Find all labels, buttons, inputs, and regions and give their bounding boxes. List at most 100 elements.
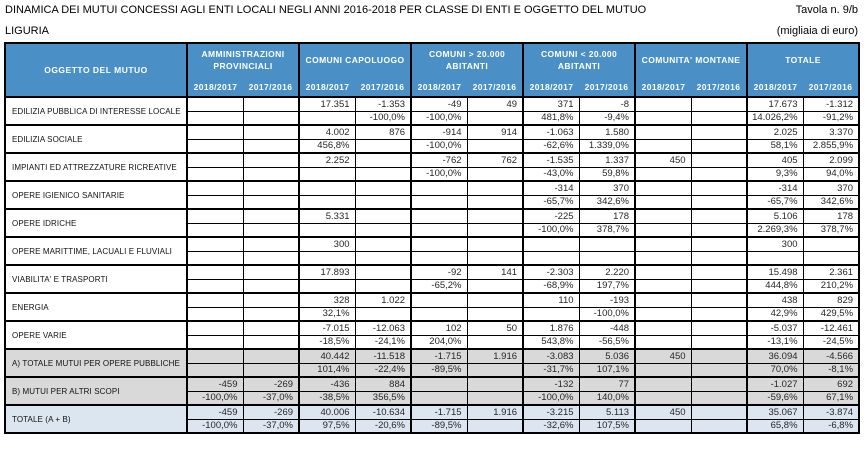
value-cell bbox=[466, 292, 524, 308]
table-row: ENERGIA 328 1.022 110 -193 438 829 bbox=[4, 292, 860, 322]
value-cell bbox=[242, 292, 300, 308]
pct-cell bbox=[242, 222, 300, 238]
pct-cell: -9,4% bbox=[578, 110, 636, 126]
year-header-2018-2017: 2018/2017 bbox=[634, 75, 692, 97]
value-cell: -459 bbox=[186, 376, 244, 392]
pct-cell bbox=[466, 418, 524, 434]
pct-cell bbox=[634, 194, 692, 210]
pct-cell bbox=[186, 306, 244, 322]
value-cell: -8 bbox=[578, 96, 636, 112]
year-header-2017-2016: 2017/2016 bbox=[579, 75, 636, 97]
pct-cell bbox=[186, 334, 244, 350]
value-cell: 914 bbox=[466, 124, 524, 140]
group-header-totale: TOTALE bbox=[746, 43, 860, 75]
value-cell: 5.106 bbox=[746, 208, 804, 224]
pct-cell bbox=[410, 194, 468, 210]
value-cell: -1.715 bbox=[410, 348, 468, 364]
table-row: EDILIZIA SOCIALE 4.002 876 -914 914 -1.063 1.5… bbox=[4, 124, 860, 154]
pct-cell bbox=[298, 110, 356, 126]
value-cell bbox=[242, 208, 300, 224]
pct-cell bbox=[690, 334, 748, 350]
group-header-comuni-minori-20000: COMUNI < 20.000 ABITANTI bbox=[522, 43, 636, 75]
value-cell: 178 bbox=[802, 208, 860, 224]
pct-cell: -100,0% bbox=[522, 390, 580, 406]
pct-cell bbox=[410, 250, 468, 266]
value-cell: 762 bbox=[466, 152, 524, 168]
pct-cell: 204,0% bbox=[410, 334, 468, 350]
value-cell: -1.715 bbox=[410, 404, 468, 420]
pct-cell bbox=[522, 306, 580, 322]
pct-cell: -65,7% bbox=[522, 194, 580, 210]
pct-cell: 67,1% bbox=[802, 390, 860, 406]
row-label: ENERGIA bbox=[4, 292, 188, 322]
pct-cell bbox=[690, 222, 748, 238]
value-cell bbox=[242, 124, 300, 140]
value-cell bbox=[410, 376, 468, 392]
row-label: OPERE VARIE bbox=[4, 320, 188, 350]
value-cell: -269 bbox=[242, 404, 300, 420]
group-header-amministrazioni-provinciali: AMMINISTRAZIONI PROVINCIALI bbox=[185, 43, 300, 75]
year-header-2018-2017: 2018/2017 bbox=[186, 75, 243, 97]
pct-cell bbox=[466, 138, 524, 154]
pct-cell bbox=[634, 306, 692, 322]
value-cell: 141 bbox=[466, 264, 524, 280]
value-cell: -314 bbox=[746, 180, 804, 196]
unit-label: (migliaia di euro) bbox=[776, 25, 858, 37]
pct-cell: 2.269,3% bbox=[746, 222, 804, 238]
pct-cell: -65,2% bbox=[410, 278, 468, 294]
pct-cell bbox=[298, 194, 356, 210]
pct-cell bbox=[242, 362, 300, 378]
pct-cell: -20,6% bbox=[354, 418, 412, 434]
value-cell: 1.337 bbox=[578, 152, 636, 168]
pct-cell: 59,8% bbox=[578, 166, 636, 182]
pct-cell: 378,7% bbox=[578, 222, 636, 238]
row-label: IMPIANTI ED ATTREZZATURE RICREATIVE bbox=[4, 152, 188, 182]
pct-cell bbox=[690, 166, 748, 182]
pct-cell bbox=[690, 390, 748, 406]
value-cell: -7.015 bbox=[298, 320, 356, 336]
value-cell bbox=[410, 292, 468, 308]
pct-cell bbox=[186, 362, 244, 378]
pct-cell: 456,8% bbox=[298, 138, 356, 154]
pct-cell: -100,0% bbox=[186, 390, 244, 406]
value-cell: 450 bbox=[634, 404, 692, 420]
pct-cell: 14.026,2% bbox=[746, 110, 804, 126]
value-cell: 102 bbox=[410, 320, 468, 336]
pct-cell bbox=[466, 278, 524, 294]
pct-cell bbox=[242, 306, 300, 322]
pct-cell bbox=[690, 306, 748, 322]
value-cell: 370 bbox=[578, 180, 636, 196]
pct-cell bbox=[634, 334, 692, 350]
pct-cell: 378,7% bbox=[802, 222, 860, 238]
value-cell: -1.063 bbox=[522, 124, 580, 140]
pct-cell bbox=[186, 166, 244, 182]
value-cell: -2.303 bbox=[522, 264, 580, 280]
pct-cell: 543,8% bbox=[522, 334, 580, 350]
pct-cell bbox=[634, 222, 692, 238]
value-cell: 77 bbox=[578, 376, 636, 392]
pct-cell: 140,0% bbox=[578, 390, 636, 406]
table-row-pct: -100,0% -100,0% 481,8% -9,4% 14.026,2% -91,2% bbox=[5, 110, 860, 126]
value-cell bbox=[186, 292, 244, 308]
pct-cell: -38,5% bbox=[298, 390, 356, 406]
value-cell bbox=[690, 404, 748, 420]
pct-cell bbox=[242, 250, 300, 266]
value-cell: 5.036 bbox=[578, 348, 636, 364]
pct-cell: -100,0% bbox=[410, 110, 468, 126]
pct-cell bbox=[242, 194, 300, 210]
pct-cell bbox=[690, 278, 748, 294]
pct-cell bbox=[186, 278, 244, 294]
pct-cell: 2.855,9% bbox=[802, 138, 860, 154]
value-cell bbox=[690, 180, 748, 196]
value-cell: -4.566 bbox=[802, 348, 860, 364]
value-cell: -10.634 bbox=[354, 404, 412, 420]
pct-cell bbox=[634, 166, 692, 182]
row-label: OPERE IDRICHE bbox=[4, 208, 188, 238]
table-row-pct: -100,0% -37,0% -38,5% 356,5% -100,0% 140,0% -5… bbox=[5, 390, 860, 406]
value-cell: 370 bbox=[802, 180, 860, 196]
value-cell: 2.099 bbox=[802, 152, 860, 168]
pct-cell: -62,6% bbox=[522, 138, 580, 154]
value-cell: -459 bbox=[186, 404, 244, 420]
value-cell bbox=[634, 96, 692, 112]
pct-cell bbox=[634, 418, 692, 434]
